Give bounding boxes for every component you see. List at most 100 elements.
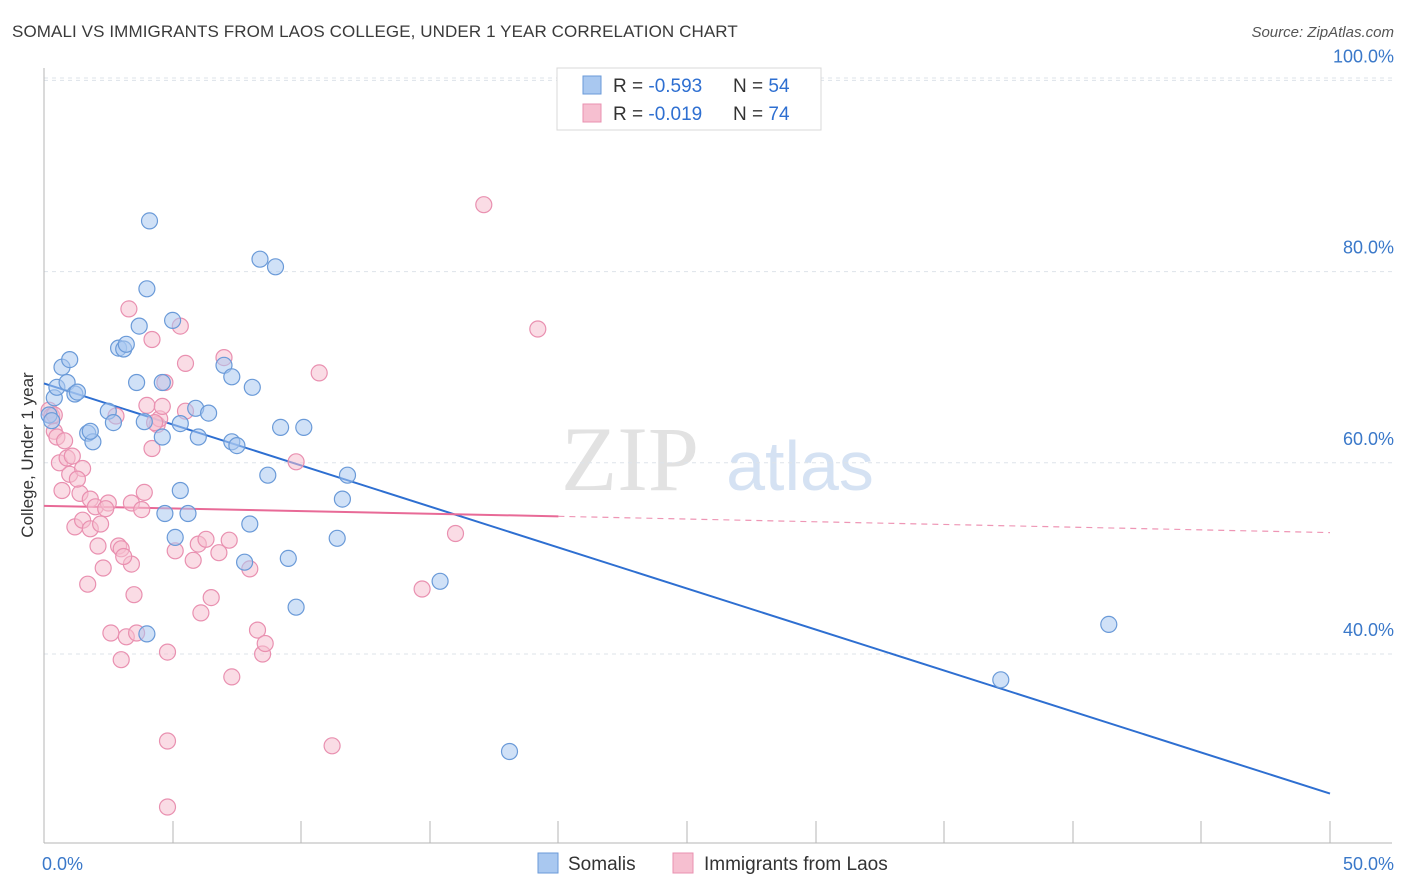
somalis-point bbox=[992, 671, 1010, 689]
somalis-point bbox=[179, 504, 197, 523]
legend-n-value-somalis: 54 bbox=[768, 76, 790, 97]
svg-text:R = -0.019: R = -0.019 bbox=[613, 104, 702, 125]
laos-point bbox=[94, 559, 112, 577]
svg-text:R = -0.593: R = -0.593 bbox=[613, 76, 702, 97]
svg-text:N = 54: N = 54 bbox=[733, 76, 790, 97]
laos-point bbox=[256, 634, 274, 653]
x-tick-label-min: 0.0% bbox=[42, 854, 83, 874]
bottom-legend: Somalis Immigrants from Laos bbox=[537, 852, 888, 875]
somalis-point bbox=[130, 317, 148, 335]
laos-point bbox=[79, 575, 97, 593]
laos-point bbox=[89, 537, 107, 555]
laos-point bbox=[138, 396, 156, 414]
somalis-point bbox=[295, 418, 313, 436]
laos-point bbox=[210, 544, 228, 562]
laos-point bbox=[197, 530, 215, 548]
somalis-point bbox=[153, 373, 171, 392]
laos-point bbox=[125, 586, 143, 604]
laos-point bbox=[143, 330, 161, 349]
legend: R = -0.593 N = 54 R = -0.019 N = 74 bbox=[556, 67, 822, 131]
laos-point bbox=[223, 668, 241, 686]
watermark-zip: ZIP bbox=[561, 408, 699, 510]
somalis-point bbox=[279, 549, 297, 568]
laos-point bbox=[158, 732, 177, 750]
somalis-point bbox=[236, 553, 254, 571]
legend-n-label-laos: N = bbox=[733, 104, 768, 125]
somalis-point bbox=[328, 529, 346, 547]
somalis-point bbox=[81, 422, 99, 440]
laos-trend-line bbox=[43, 504, 559, 518]
somalis-point bbox=[228, 437, 246, 455]
svg-text:N = 74: N = 74 bbox=[733, 104, 790, 125]
watermark-atlas: atlas bbox=[726, 427, 874, 505]
somalis-point bbox=[189, 428, 207, 446]
somalis-point bbox=[138, 625, 156, 643]
laos-point bbox=[68, 470, 87, 488]
laos-point bbox=[475, 196, 493, 214]
somalis-point bbox=[338, 466, 357, 484]
bottom-legend-somalis: Somalis bbox=[568, 854, 636, 875]
somalis-point bbox=[171, 415, 189, 433]
data-points bbox=[40, 196, 1118, 816]
laos-point bbox=[97, 500, 115, 518]
laos-point bbox=[135, 483, 153, 501]
laos-point bbox=[102, 624, 120, 642]
somalis-point bbox=[287, 598, 305, 616]
legend-n-value-laos: 74 bbox=[768, 104, 790, 125]
y-axis-label: College, Under 1 year bbox=[18, 372, 37, 538]
somalis-point bbox=[43, 412, 61, 430]
somalis-point bbox=[266, 258, 285, 276]
legend-r-value-laos: -0.019 bbox=[648, 104, 702, 125]
somalis-point bbox=[166, 528, 184, 547]
somalis-point bbox=[251, 250, 269, 268]
bottom-legend-swatch-laos bbox=[672, 852, 694, 874]
somalis-point bbox=[243, 378, 261, 396]
y-tick-label: 60.0% bbox=[1343, 429, 1394, 449]
bottom-legend-laos: Immigrants from Laos bbox=[704, 854, 888, 875]
somalis-trend-line bbox=[43, 382, 1331, 795]
somalis-point bbox=[1100, 615, 1118, 634]
axes: 40.0% 60.0% 80.0% 100.0% 0.0% 50.0% bbox=[42, 46, 1394, 874]
somalis-point bbox=[117, 335, 135, 353]
x-tick-label-max: 50.0% bbox=[1343, 854, 1394, 874]
laos-point bbox=[55, 432, 74, 450]
laos-point bbox=[53, 481, 71, 500]
y-tick-label: 40.0% bbox=[1343, 620, 1394, 640]
y-tick-label: 80.0% bbox=[1343, 238, 1394, 258]
y-tick-label: 100.0% bbox=[1333, 46, 1394, 66]
laos-point bbox=[63, 447, 81, 465]
somalis-point bbox=[156, 504, 174, 523]
laos-point bbox=[202, 588, 220, 607]
somalis-point bbox=[153, 428, 171, 446]
laos-point bbox=[220, 531, 238, 549]
somalis-point bbox=[223, 368, 241, 386]
legend-r-label-somalis: R = bbox=[613, 76, 648, 97]
laos-point bbox=[413, 580, 431, 598]
laos-point bbox=[120, 300, 138, 318]
somalis-point bbox=[171, 481, 189, 500]
laos-point bbox=[143, 439, 161, 458]
laos-point bbox=[133, 501, 151, 519]
laos-point bbox=[446, 524, 465, 543]
somalis-point bbox=[61, 351, 79, 369]
legend-swatch-somalis bbox=[582, 75, 602, 95]
somalis-point bbox=[140, 212, 159, 230]
somalis-point bbox=[241, 515, 259, 533]
laos-point bbox=[153, 397, 171, 415]
somalis-point bbox=[128, 373, 146, 392]
laos-point bbox=[158, 798, 177, 816]
legend-n-label-somalis: N = bbox=[733, 76, 768, 97]
bottom-legend-swatch-somalis bbox=[537, 852, 559, 874]
somalis-point bbox=[135, 413, 153, 431]
laos-point bbox=[529, 320, 547, 338]
somalis-point bbox=[500, 742, 519, 761]
somalis-point bbox=[272, 418, 290, 436]
legend-r-value-somalis: -0.593 bbox=[648, 76, 702, 97]
somalis-point bbox=[259, 466, 277, 484]
laos-point bbox=[176, 354, 195, 372]
laos-point bbox=[310, 364, 328, 382]
somalis-point bbox=[138, 280, 156, 298]
laos-point bbox=[158, 643, 177, 661]
laos-trend-line-extrapolated bbox=[558, 515, 1331, 534]
